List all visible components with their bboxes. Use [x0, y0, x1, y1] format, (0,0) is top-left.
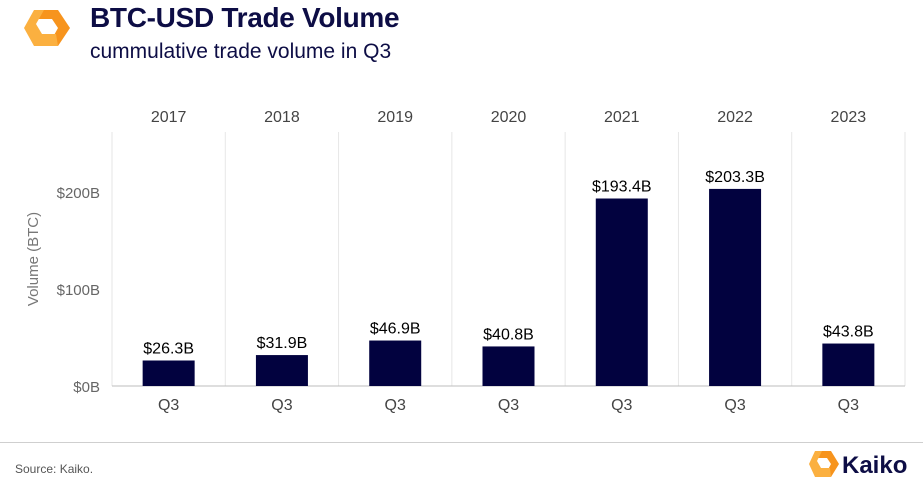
data-label: $193.4B	[592, 179, 652, 196]
x-tick-label: Q3	[158, 397, 179, 414]
data-label: $203.3B	[705, 169, 765, 186]
data-label: $31.9B	[257, 335, 308, 352]
x-tick-label: Q3	[271, 397, 292, 414]
year-header: 2023	[831, 109, 867, 126]
x-tick-label: Q3	[724, 397, 745, 414]
year-header: 2021	[604, 109, 640, 126]
bar	[369, 340, 422, 386]
year-header: 2017	[151, 109, 187, 126]
kaiko-brand-icon	[809, 451, 839, 477]
bar	[822, 343, 875, 386]
kaiko-logo-icon	[24, 10, 70, 46]
data-label: $40.8B	[483, 326, 534, 343]
y-tick-label: $200B	[57, 185, 100, 202]
bar	[595, 198, 648, 386]
bar	[255, 355, 308, 386]
chart-subtitle: cummulative trade volume in Q3	[90, 40, 392, 63]
source-note: Source: Kaiko.	[15, 462, 94, 476]
bar	[142, 360, 195, 386]
y-axis-label: Volume (BTC)	[25, 212, 42, 306]
bar	[482, 346, 535, 386]
year-header: 2020	[491, 109, 527, 126]
year-header: 2019	[377, 109, 413, 126]
bar	[709, 188, 762, 386]
x-tick-label: Q3	[385, 397, 406, 414]
chart-title: BTC-USD Trade Volume	[90, 2, 400, 33]
brand-name: Kaiko	[842, 452, 908, 479]
x-tick-label: Q3	[838, 397, 859, 414]
x-tick-label: Q3	[498, 397, 519, 414]
x-tick-label: Q3	[611, 397, 632, 414]
bar-chart: $0B $100B $200B Volume (BTC) 2017 $26.3B Q3 201…	[25, 109, 906, 414]
data-label: $43.8B	[823, 324, 874, 341]
data-label: $26.3B	[143, 341, 194, 358]
y-tick-label: $0B	[73, 379, 100, 396]
year-header: 2018	[264, 109, 300, 126]
data-label: $46.9B	[370, 321, 421, 338]
y-tick-label: $100B	[57, 282, 100, 299]
year-header: 2022	[717, 109, 753, 126]
footer-divider	[0, 442, 923, 443]
